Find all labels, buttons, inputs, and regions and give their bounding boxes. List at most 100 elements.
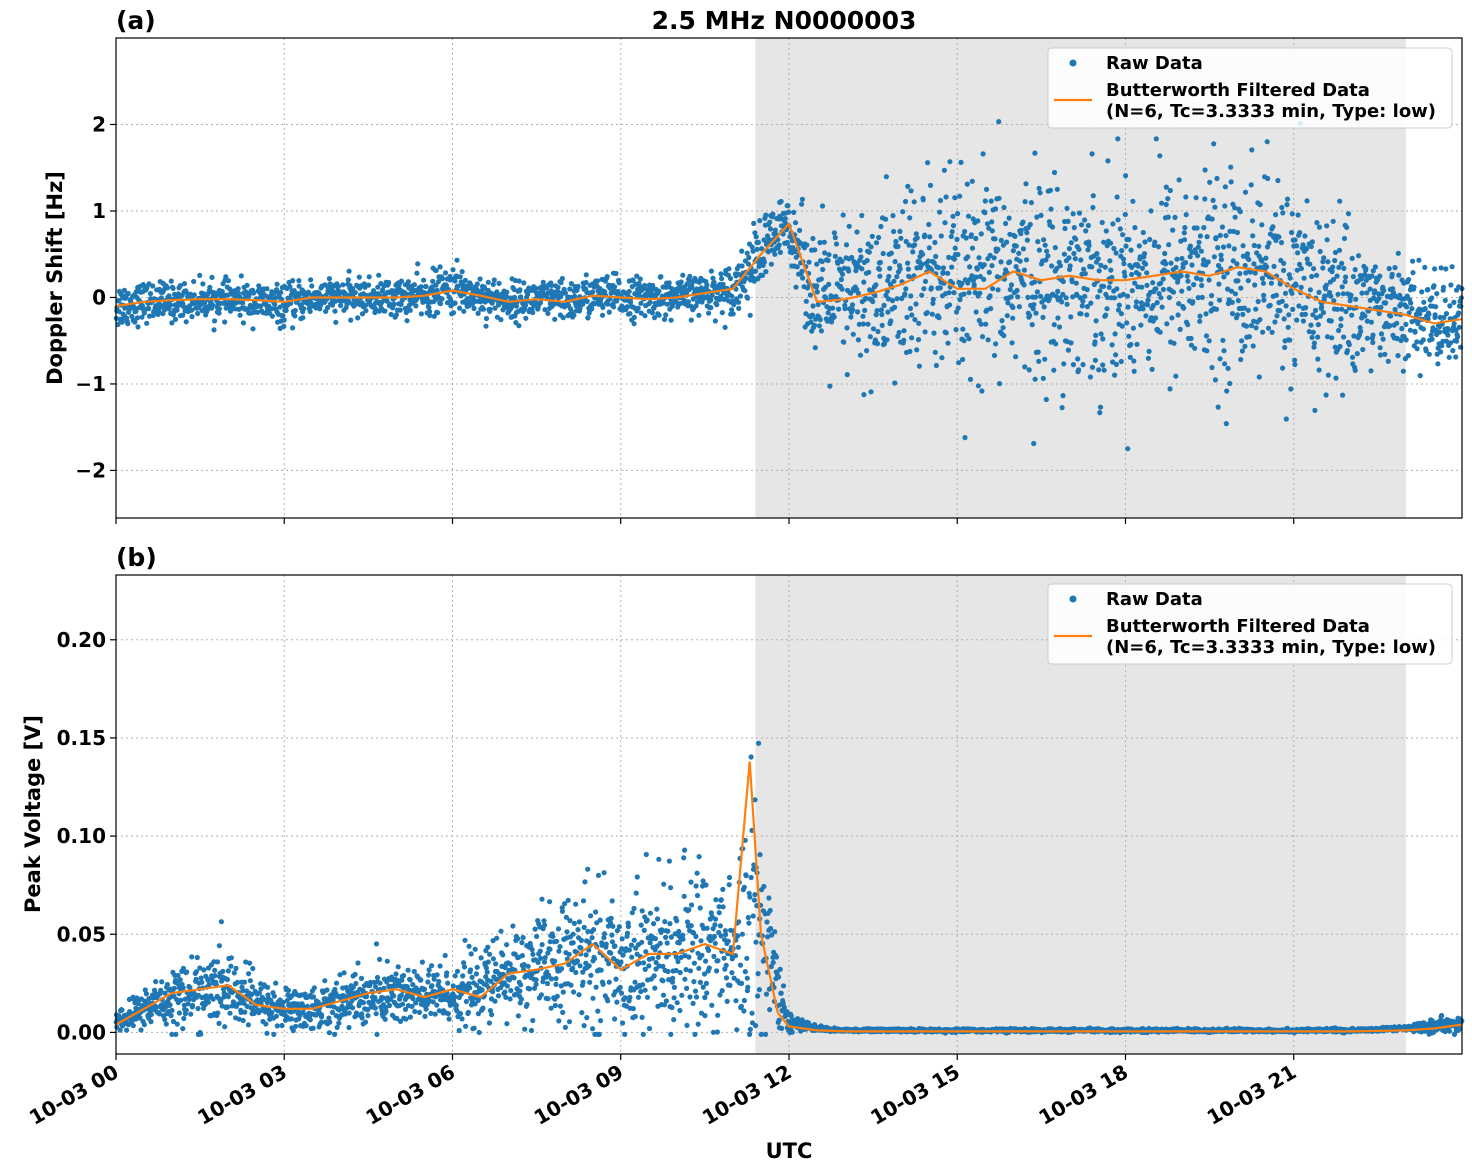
b-raw-point	[452, 973, 458, 979]
a-raw-point	[825, 257, 831, 264]
a-raw-point	[891, 278, 897, 284]
b-raw-point	[188, 1011, 194, 1017]
b-raw-point	[419, 959, 425, 965]
a-raw-point	[965, 254, 971, 260]
b-raw-point	[639, 939, 645, 945]
b-raw-point	[432, 1011, 438, 1017]
a-raw-point	[340, 282, 346, 288]
a-raw-point	[638, 310, 644, 316]
b-raw-point	[530, 951, 536, 957]
a-raw-point	[912, 242, 918, 248]
b-raw-point	[180, 985, 186, 991]
a-raw-point	[542, 307, 548, 313]
a-raw-point	[1448, 282, 1454, 288]
b-raw-point	[271, 993, 277, 999]
a-raw-point	[1269, 329, 1275, 335]
a-raw-point	[945, 270, 951, 276]
b-raw-point	[693, 883, 699, 889]
b-raw-point	[663, 998, 670, 1004]
a-raw-point	[268, 306, 275, 312]
b-raw-point	[660, 992, 667, 998]
b-raw-point	[456, 1027, 462, 1034]
a-raw-point	[403, 291, 409, 297]
b-raw-point	[346, 1010, 352, 1016]
b-raw-point	[608, 915, 614, 921]
b-raw-point	[770, 959, 776, 966]
a-raw-point	[708, 305, 714, 311]
a-raw-point	[719, 310, 725, 316]
a-raw-point	[804, 242, 810, 248]
a-raw-point	[1275, 177, 1281, 184]
b-raw-point	[405, 967, 411, 973]
b-raw-point	[633, 890, 639, 896]
a-raw-point	[1248, 323, 1255, 329]
b-raw-point	[225, 968, 231, 974]
a-raw-point	[818, 328, 825, 334]
a-raw-point	[745, 295, 751, 301]
a-raw-point	[589, 306, 595, 312]
a-raw-point	[1394, 320, 1400, 326]
b-raw-point	[169, 1007, 175, 1014]
a-raw-point	[888, 318, 894, 324]
b-raw-point	[190, 1002, 196, 1009]
a-raw-point	[941, 167, 948, 173]
a-raw-point	[1410, 270, 1416, 276]
a-raw-point	[909, 312, 915, 318]
b-raw-point	[273, 980, 279, 986]
b-raw-point	[570, 965, 576, 971]
b-raw-point	[598, 1018, 604, 1024]
a-raw-point	[134, 315, 140, 321]
a-raw-point	[987, 293, 993, 299]
a-raw-point	[857, 247, 863, 253]
a-raw-point	[435, 279, 442, 285]
a-raw-point	[504, 289, 510, 295]
b-raw-point	[553, 981, 559, 988]
a-raw-point	[1316, 367, 1322, 373]
b-raw-point	[158, 987, 164, 994]
a-raw-point	[1185, 278, 1191, 284]
b-raw-point	[510, 923, 516, 929]
b-raw-point	[570, 940, 576, 946]
a-raw-point	[1120, 232, 1126, 238]
a-raw-point	[879, 322, 885, 328]
a-raw-point	[1020, 219, 1026, 225]
b-raw-point	[500, 952, 506, 958]
a-raw-point	[1320, 310, 1326, 316]
b-raw-point	[350, 1005, 356, 1011]
a-raw-point	[1295, 250, 1301, 256]
b-raw-point	[641, 960, 647, 966]
b-raw-point	[684, 985, 690, 992]
b-raw-point	[307, 1017, 313, 1023]
b-raw-point	[642, 987, 648, 993]
a-raw-point	[1158, 295, 1164, 301]
a-raw-point	[335, 283, 341, 289]
a-raw-point	[397, 307, 403, 313]
a-raw-point	[831, 314, 837, 320]
a-raw-point	[1218, 257, 1224, 263]
b-raw-point	[173, 1031, 179, 1037]
a-raw-point	[799, 201, 805, 207]
a-raw-point	[709, 292, 715, 298]
b-raw-point	[688, 879, 694, 885]
b-raw-point	[233, 965, 239, 972]
a-raw-point	[517, 287, 523, 293]
a-raw-point	[1378, 331, 1385, 337]
a-raw-point	[437, 301, 444, 307]
a-raw-point	[710, 275, 716, 281]
b-raw-point	[486, 1020, 492, 1026]
b-raw-point	[459, 1016, 465, 1022]
a-raw-point	[1338, 323, 1344, 329]
b-raw-point	[511, 975, 517, 981]
a-raw-point	[1126, 236, 1132, 243]
a-raw-point	[927, 182, 934, 188]
a-raw-point	[761, 259, 768, 265]
b-raw-point	[557, 1003, 564, 1009]
a-raw-point	[555, 288, 561, 295]
a-raw-point	[1056, 324, 1063, 330]
a-raw-point	[125, 321, 131, 327]
a-raw-point	[937, 209, 943, 215]
b-raw-point	[627, 994, 633, 1001]
a-raw-point	[1264, 139, 1270, 145]
panel-a-y-ticks: 210−1−2	[75, 112, 116, 482]
a-raw-point	[668, 317, 674, 323]
